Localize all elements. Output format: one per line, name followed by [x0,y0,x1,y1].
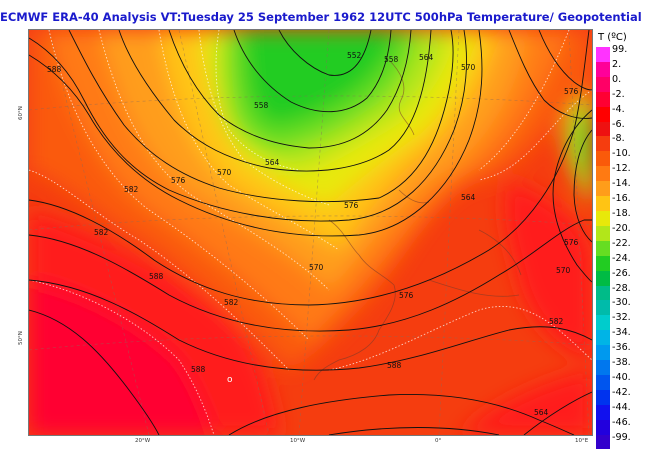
legend-label: -38. [612,357,631,369]
legend-labels: 99. 2. 0. -2. -4. -6. -8. -10. -12. -14. -16. -18. -… [612,43,631,445]
legend-label: -14. [612,178,631,190]
legend-label: -8. [612,133,625,145]
legend-swatch [596,121,610,137]
contour-label: 570 [556,266,571,275]
legend-swatch [596,166,610,182]
contour-label: 588 [191,365,206,374]
legend-swatch [596,225,610,241]
legend-label: -28. [612,282,631,294]
legend-swatch [596,345,610,361]
legend-label: -32. [612,312,631,324]
contour-label: 570 [217,168,232,177]
contour-label: 582 [224,298,239,307]
legend-swatch [596,285,610,301]
legend-swatch [596,91,610,107]
legend-swatch [596,151,610,167]
legend-swatch [596,360,610,375]
legend-label: -18. [612,207,631,219]
legend-label: -44. [612,401,631,413]
legend-label: -99. [612,431,631,443]
contour-label: 552 [347,51,362,60]
contour-label: 570 [461,63,476,72]
contour-label: 582 [94,228,109,237]
legend-label: -24. [612,252,631,264]
lon-label: 10°W [290,438,306,444]
legend-swatch [596,240,610,256]
legend-swatch [596,61,610,77]
graticule [29,30,592,435]
map-title: ECMWF ERA-40 Analysis VT:Tuesday 25 Sept… [0,10,642,24]
contour-label: 576 [344,201,359,210]
lon-label: 10°E [575,438,589,444]
legend-swatch [596,270,610,286]
legend-swatch [596,374,610,390]
legend-swatch [596,136,610,152]
contour-label: 576 [564,238,579,247]
legend-swatch [596,255,610,271]
legend-swatch [596,330,610,346]
contour-label: 564 [534,408,549,417]
contour-label: 570 [309,263,324,272]
contour-label: 558 [254,101,269,110]
legend-swatch [596,196,610,211]
legend-label: 99. [612,44,628,55]
legend-swatch [596,106,610,122]
contour-label: 582 [124,185,139,194]
legend-label: -2. [612,88,625,100]
legend-label: -34. [612,327,631,339]
legend-swatch [596,76,610,92]
legend-swatch [596,315,610,331]
map-panel: 588 582 576 570 564 558 552 558 564 570 … [28,29,593,436]
contour-label: 588 [47,65,62,74]
contour-label: 564 [461,193,476,202]
temperature-field [29,30,592,435]
legend-label: -12. [612,163,631,175]
geopotential-contours [29,30,592,435]
legend-label: -4. [612,103,625,115]
legend-swatch [596,181,610,197]
contour-label: 588 [387,361,402,370]
legend-label: -42. [612,386,631,398]
legend-colorbar [596,47,610,450]
legend-swatch [596,419,610,435]
legend-label: 2. [612,58,622,70]
contour-label: 558 [384,55,399,64]
legend-label: -46. [612,416,631,428]
contour-label: 588 [149,272,164,281]
legend-swatch [596,404,610,420]
station-marker: o [227,375,233,385]
legend-label: 0. [612,73,622,85]
legend-label: -6. [612,118,625,130]
map-canvas: 588 582 576 570 564 558 552 558 564 570 … [29,30,592,435]
coastlines [313,59,522,381]
lat-label: 60°N [18,106,24,120]
legend-label: -20. [612,222,631,234]
legend-label: -40. [612,371,631,383]
contour-label: 576 [564,87,579,96]
legend-swatch [596,47,610,62]
legend-swatch [596,210,610,226]
contour-label: 576 [399,291,414,300]
legend-swatch [596,300,610,316]
legend-label: -10. [612,148,631,160]
legend-swatch [596,389,610,405]
contour-label: 564 [419,53,434,62]
contour-label: 582 [549,317,564,326]
contour-label: 576 [171,176,186,185]
lat-label: 50°N [18,331,24,345]
lon-label: 0° [435,438,442,444]
lon-label: 20°W [135,438,151,444]
legend-label: -36. [612,342,631,354]
legend-label: -16. [612,193,631,205]
temperature-isolines [29,30,592,435]
legend-label: -26. [612,267,631,279]
contour-labels: 588 582 576 570 564 558 552 558 564 570 … [47,51,579,417]
legend-swatch [596,434,610,450]
legend-title: T (ºC) [598,32,627,43]
legend-label: -22. [612,237,631,249]
legend-label: -30. [612,297,631,309]
contour-label: 564 [265,158,280,167]
